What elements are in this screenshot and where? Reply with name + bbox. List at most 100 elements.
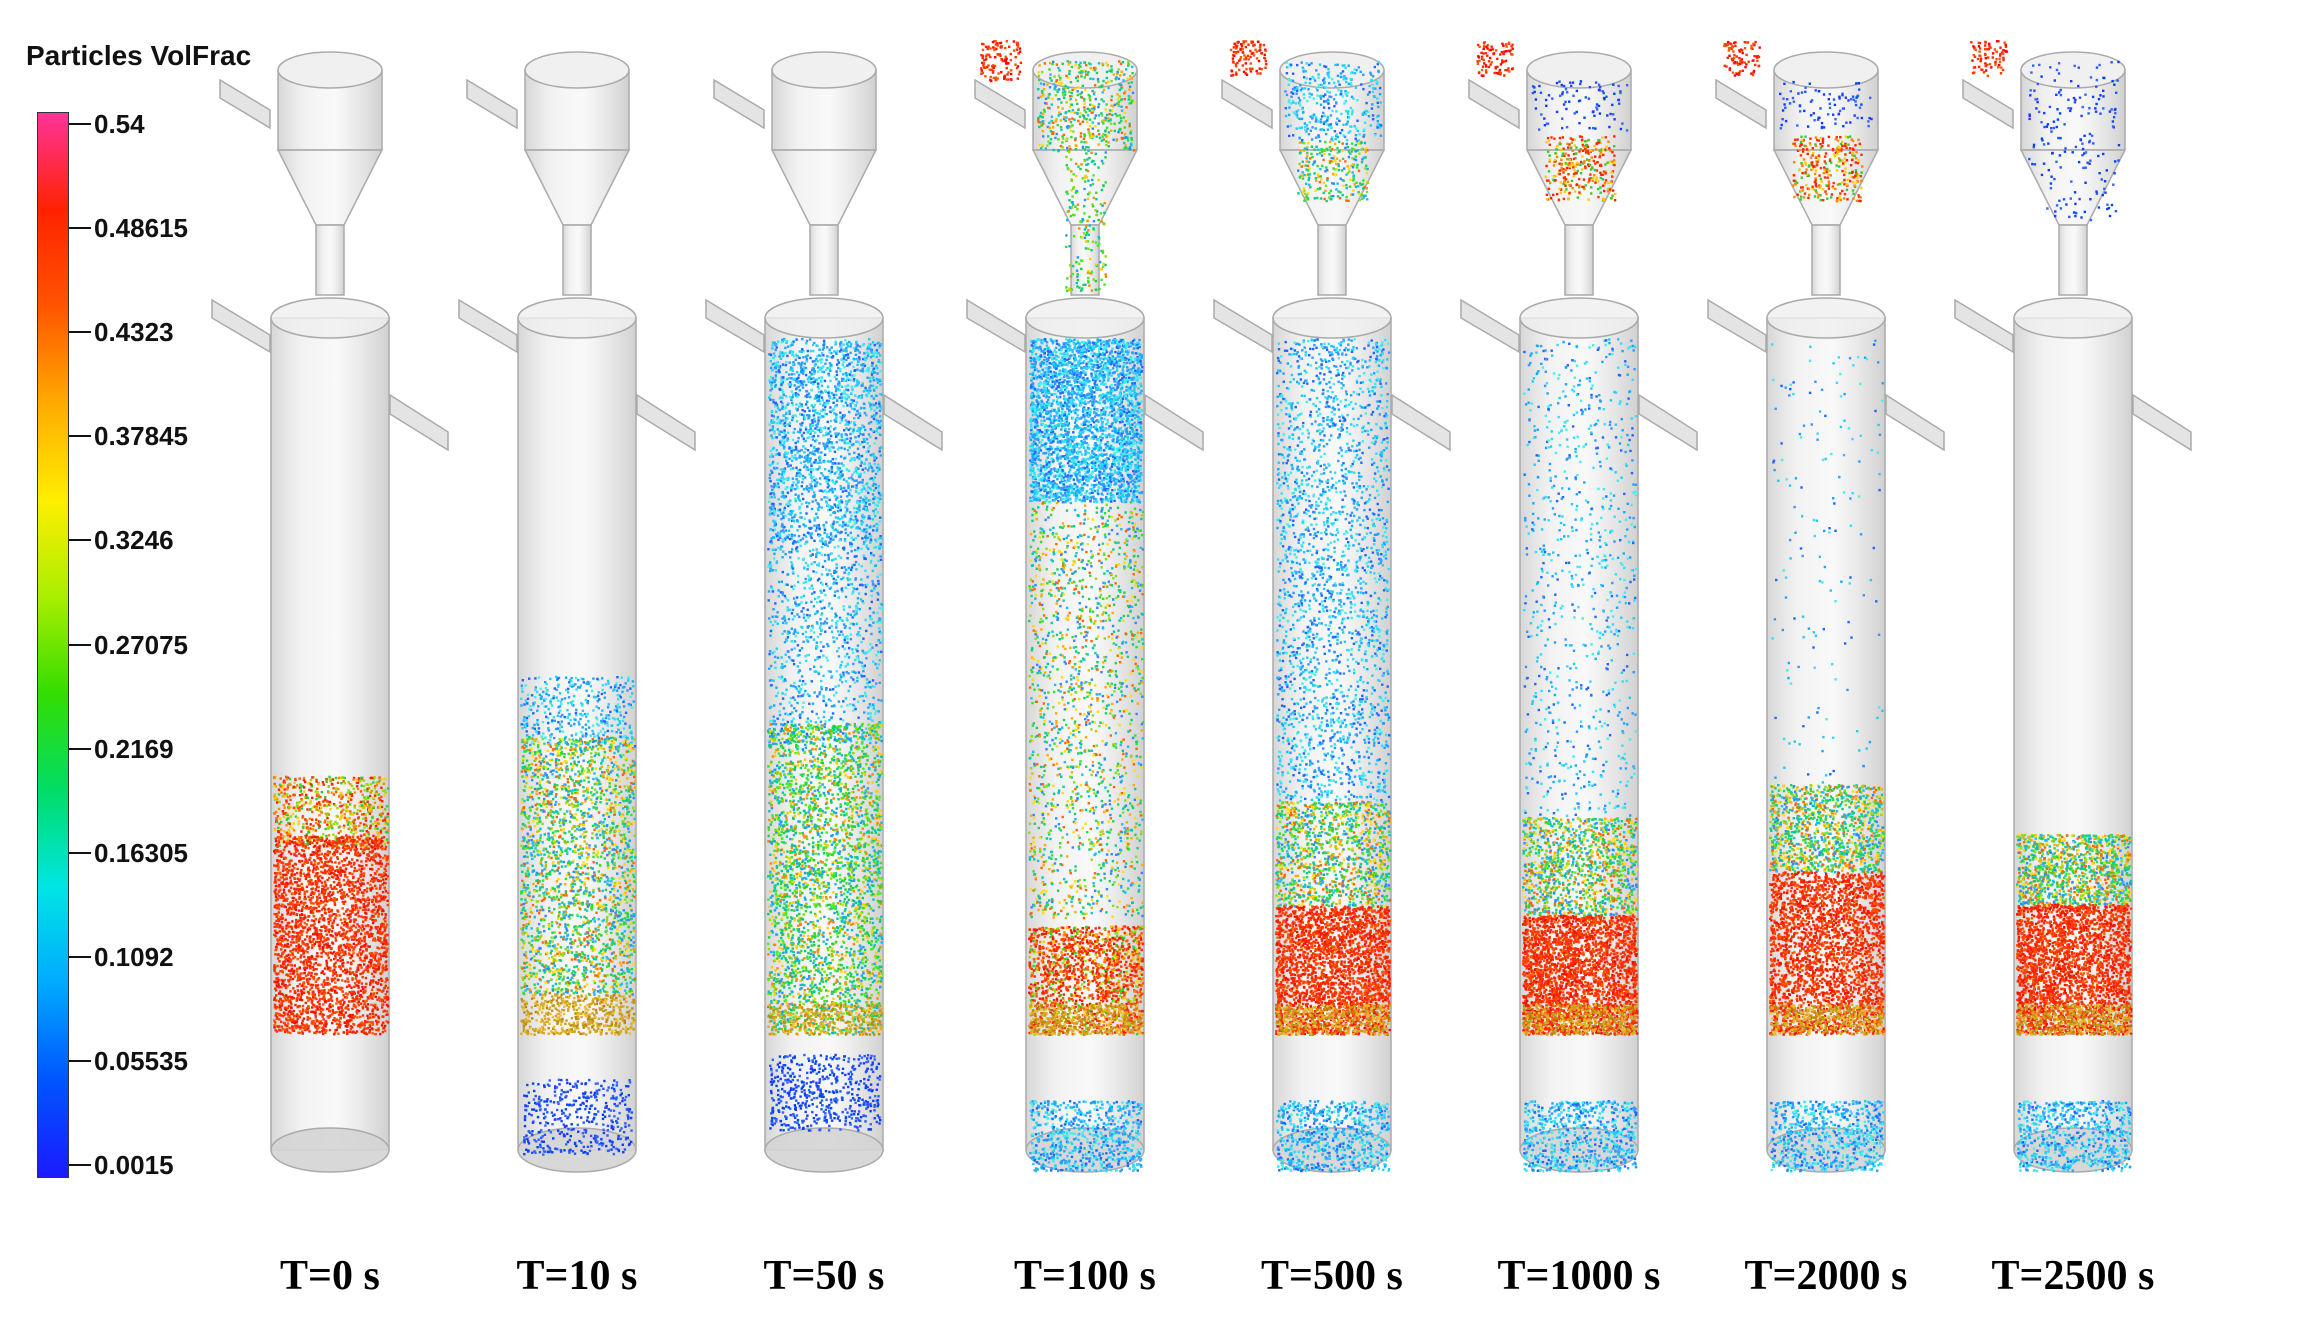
particle xyxy=(304,938,306,940)
particle xyxy=(317,823,319,825)
particle xyxy=(349,891,351,893)
particle xyxy=(302,826,304,828)
particle xyxy=(277,863,279,865)
particle xyxy=(387,820,389,822)
particle xyxy=(362,840,364,842)
particle xyxy=(278,831,280,833)
particle xyxy=(285,885,287,887)
particle xyxy=(330,959,332,961)
particle xyxy=(383,836,385,838)
particle xyxy=(273,785,275,787)
particle xyxy=(282,1000,284,1002)
particle xyxy=(347,800,349,802)
particle xyxy=(304,922,306,924)
particle xyxy=(285,874,287,876)
particle xyxy=(321,1027,323,1029)
particle xyxy=(384,848,386,850)
particle xyxy=(355,978,357,980)
particle xyxy=(308,978,310,980)
particle xyxy=(303,853,305,855)
particle xyxy=(309,841,311,843)
particle xyxy=(277,866,279,868)
particle xyxy=(335,791,337,793)
particle xyxy=(331,1013,333,1015)
particle xyxy=(334,804,336,806)
particle xyxy=(328,834,330,836)
particle xyxy=(351,814,353,816)
reactor-shell xyxy=(271,298,389,1172)
particle xyxy=(289,815,291,817)
particle xyxy=(381,800,383,802)
particle xyxy=(281,921,283,923)
particle xyxy=(372,835,374,837)
particle xyxy=(278,801,280,803)
particle xyxy=(378,793,380,795)
particle xyxy=(333,958,335,960)
particle xyxy=(363,970,365,972)
particle xyxy=(307,831,309,833)
particle xyxy=(287,998,289,1000)
particle xyxy=(311,887,313,889)
particle xyxy=(302,823,304,825)
particle xyxy=(351,955,353,957)
particle xyxy=(308,874,310,876)
particle xyxy=(381,1006,383,1008)
particle xyxy=(299,809,301,811)
particle xyxy=(280,828,282,830)
particle xyxy=(381,990,383,992)
particle xyxy=(376,818,378,820)
particle xyxy=(316,1005,318,1007)
particle xyxy=(352,1023,354,1025)
particle xyxy=(287,996,289,998)
particle xyxy=(376,784,378,786)
particle xyxy=(335,835,337,837)
particle xyxy=(376,831,378,833)
particle xyxy=(343,879,345,881)
particle xyxy=(315,998,317,1000)
particle xyxy=(300,869,302,871)
particle xyxy=(292,865,294,867)
particle xyxy=(367,969,369,971)
particle xyxy=(277,843,279,845)
particle xyxy=(348,888,350,890)
particle xyxy=(318,945,320,947)
particle xyxy=(309,989,311,991)
particle xyxy=(329,919,331,921)
particle xyxy=(275,796,277,798)
particle xyxy=(340,805,342,807)
particle xyxy=(331,876,333,878)
particle xyxy=(322,950,324,952)
particle xyxy=(387,787,389,789)
particle xyxy=(323,981,325,983)
particle xyxy=(318,886,320,888)
particle xyxy=(339,801,341,803)
particle xyxy=(304,972,306,974)
particle xyxy=(366,790,368,792)
particle xyxy=(369,884,371,886)
particle xyxy=(384,951,386,953)
particle xyxy=(363,807,365,809)
particle xyxy=(338,947,340,949)
particle xyxy=(301,887,303,889)
particle xyxy=(289,907,291,909)
particle xyxy=(347,914,349,916)
particle xyxy=(311,986,313,988)
upper-inlet xyxy=(212,300,270,352)
particle xyxy=(371,790,373,792)
particle xyxy=(276,821,278,823)
particle xyxy=(326,962,328,964)
particle xyxy=(369,868,371,870)
particle xyxy=(314,805,316,807)
particle xyxy=(282,784,284,786)
particle xyxy=(386,857,388,859)
particle xyxy=(301,805,303,807)
particle xyxy=(284,781,286,783)
particle xyxy=(326,982,328,984)
particle xyxy=(312,984,314,986)
particle xyxy=(325,1023,327,1025)
particle xyxy=(372,781,374,783)
particle xyxy=(344,951,346,953)
particle xyxy=(309,857,311,859)
particle xyxy=(342,999,344,1001)
particle xyxy=(313,839,315,841)
